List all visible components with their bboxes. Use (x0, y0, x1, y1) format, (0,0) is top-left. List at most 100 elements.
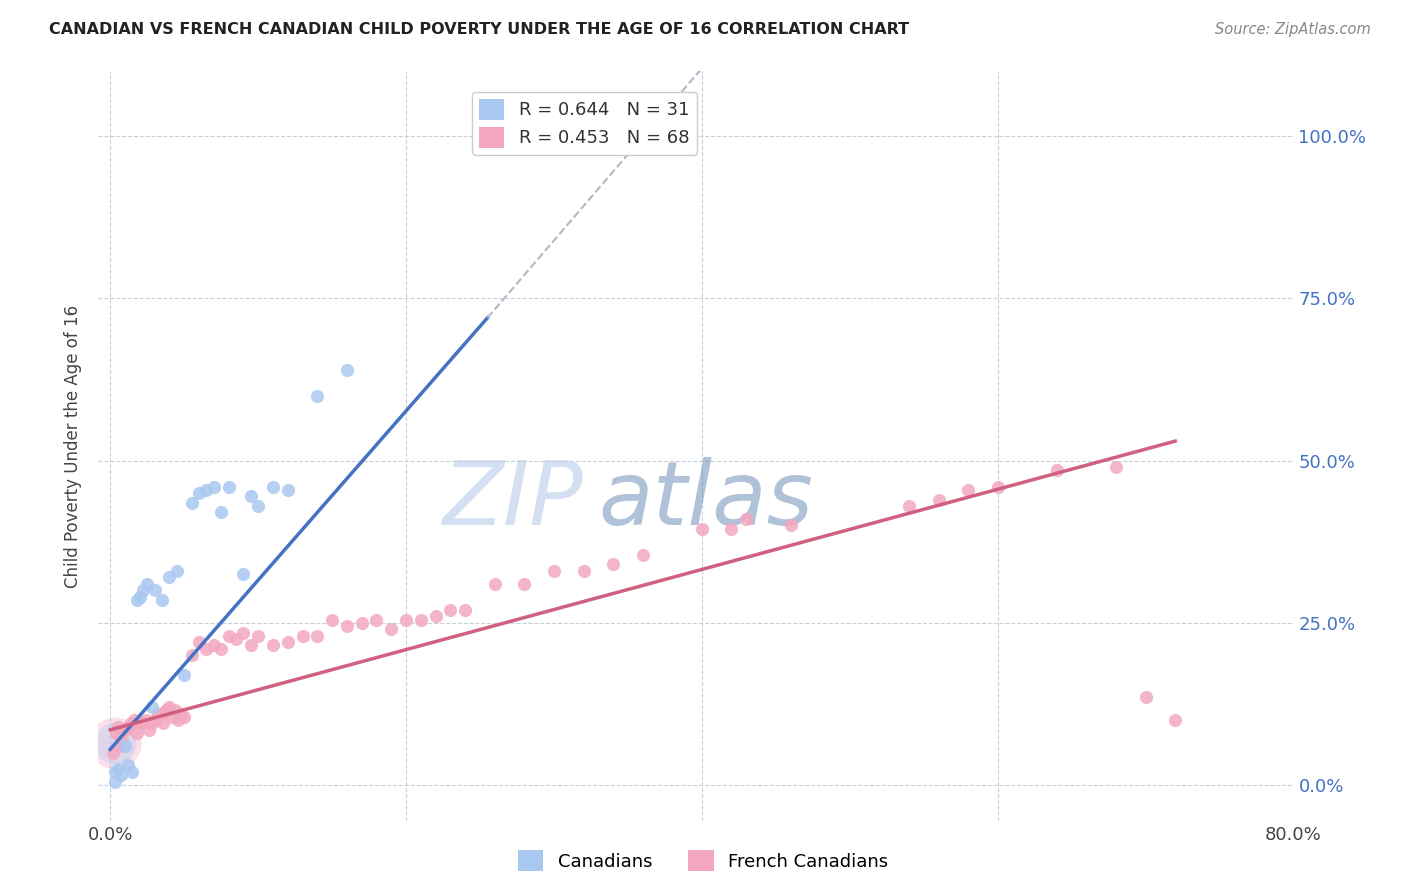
Point (247, 629, 270, 643)
Point (380, 622, 402, 636)
Point (170, 706, 193, 721)
Point (336, 619, 359, 633)
Point (513, 577, 536, 591)
Point (291, 629, 314, 643)
Point (105, 726, 128, 740)
Point (125, 593, 148, 607)
Point (395, 613, 418, 627)
Point (484, 577, 506, 591)
Point (108, 739, 131, 753)
Point (104, 736, 127, 750)
Point (735, 512, 758, 526)
Point (262, 639, 284, 653)
Point (138, 723, 160, 737)
Point (321, 613, 343, 627)
Legend: R = 0.644   N = 31, R = 0.453   N = 68: R = 0.644 N = 31, R = 0.453 N = 68 (472, 92, 696, 155)
Point (107, 720, 129, 734)
Point (141, 716, 163, 731)
Text: Source: ZipAtlas.com: Source: ZipAtlas.com (1215, 22, 1371, 37)
Point (239, 639, 262, 653)
Point (262, 479, 284, 493)
Point (180, 648, 202, 663)
Point (104, 774, 127, 789)
Point (232, 625, 254, 640)
Point (135, 713, 157, 727)
Point (928, 492, 950, 507)
Point (307, 629, 329, 643)
Point (141, 700, 163, 714)
Point (247, 499, 270, 513)
Point (121, 764, 143, 779)
Point (366, 613, 388, 627)
Point (157, 700, 180, 714)
Point (779, 518, 801, 533)
Point (165, 703, 187, 717)
Point (103, 746, 125, 760)
Point (232, 567, 254, 582)
Point (188, 635, 211, 649)
Point (128, 716, 150, 731)
Point (225, 632, 247, 646)
Point (409, 613, 432, 627)
Point (1105, 460, 1128, 475)
Point (1164, 713, 1187, 727)
Point (117, 720, 139, 734)
Point (897, 499, 920, 513)
Point (350, 615, 373, 630)
Point (239, 489, 262, 503)
Point (132, 716, 155, 731)
Point (180, 496, 202, 510)
Point (104, 736, 127, 750)
Point (122, 713, 145, 727)
Y-axis label: Child Poverty Under the Age of 16: Child Poverty Under the Age of 16 (65, 304, 83, 588)
Point (149, 706, 172, 721)
Point (425, 609, 447, 624)
Point (173, 667, 195, 681)
Point (307, 389, 329, 403)
Point (157, 570, 180, 584)
Legend: Canadians, French Canadians: Canadians, French Canadians (510, 843, 896, 879)
Point (114, 739, 136, 753)
Point (520, 129, 543, 144)
Point (143, 713, 166, 727)
Point (439, 603, 461, 617)
Point (218, 629, 240, 643)
Point (277, 483, 299, 497)
Point (111, 732, 134, 747)
Point (631, 548, 654, 562)
Point (150, 593, 173, 607)
Point (132, 583, 155, 598)
Point (572, 564, 595, 578)
Point (143, 583, 166, 598)
Point (1135, 690, 1157, 705)
Point (195, 483, 218, 497)
Point (173, 710, 195, 724)
Point (136, 577, 159, 591)
Point (120, 716, 142, 731)
Point (1046, 463, 1069, 477)
Point (167, 713, 190, 727)
Point (209, 641, 232, 656)
Point (114, 723, 136, 737)
Point (277, 635, 299, 649)
Point (110, 768, 132, 782)
Point (104, 764, 127, 779)
Text: atlas: atlas (599, 457, 813, 542)
Point (125, 726, 148, 740)
Point (155, 703, 177, 717)
Point (188, 486, 211, 500)
Point (602, 558, 624, 572)
Point (202, 479, 225, 493)
Point (107, 762, 129, 776)
Point (146, 706, 169, 721)
Point (454, 603, 477, 617)
Point (720, 522, 742, 536)
Point (987, 479, 1010, 493)
Point (202, 639, 225, 653)
Point (162, 710, 184, 724)
Point (152, 716, 174, 731)
Point (543, 564, 565, 578)
Point (209, 506, 232, 520)
Point (117, 758, 139, 772)
Point (128, 590, 150, 604)
